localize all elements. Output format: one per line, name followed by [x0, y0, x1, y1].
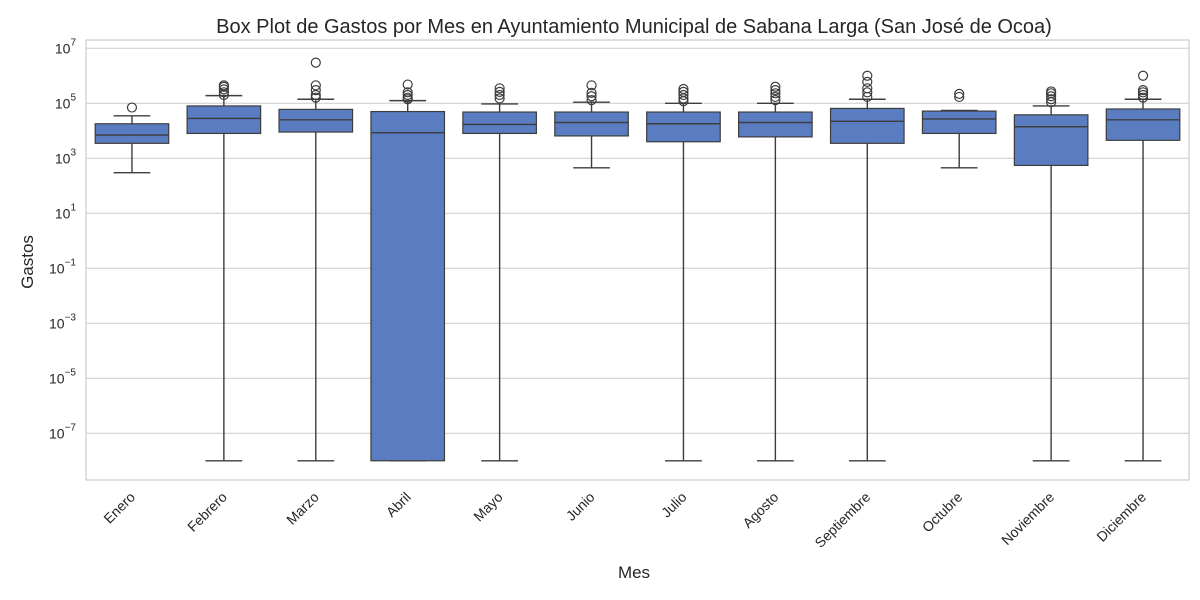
outlier-point [218, 89, 229, 101]
x-tick-label: Octubre [919, 489, 966, 536]
x-tick-label: Enero [100, 489, 138, 527]
y-tick-label: 105 [55, 92, 77, 111]
outlier-point [1137, 89, 1149, 101]
x-tick-label: Febrero [184, 489, 230, 535]
box-julio [646, 83, 721, 462]
outlier-point [586, 80, 597, 91]
iqr-box [738, 111, 813, 138]
outlier-point [218, 80, 229, 91]
outlier-point [310, 57, 321, 68]
iqr-box [370, 110, 446, 462]
iqr-box [94, 123, 170, 144]
x-tick-label: Agosto [739, 489, 781, 531]
x-tick-labels: Enero Febrero Marzo Abril Mayo Junio Julio Agos… [100, 489, 1149, 551]
outlier-point [862, 87, 873, 98]
outlier-point [310, 92, 321, 103]
y-tick-label: 10−3 [49, 312, 76, 331]
outlier-point [1046, 86, 1057, 97]
y-tick-label: 10−5 [49, 367, 76, 386]
plot-frame [85, 39, 1190, 481]
outlier-point [678, 83, 689, 95]
x-tick-label: Noviembre [998, 489, 1057, 548]
iqr-box [278, 108, 354, 133]
outlier-point [586, 95, 597, 106]
x-tick-label: Marzo [283, 489, 322, 528]
y-tick-label: 101 [55, 202, 77, 221]
box-marzo [278, 57, 354, 462]
outlier-point [862, 76, 873, 87]
y-tick-label: 103 [55, 147, 77, 166]
iqr-box [462, 111, 537, 135]
box-mayo [462, 83, 537, 462]
box-agosto [738, 81, 813, 462]
box-octubre [921, 88, 997, 169]
x-tick-label: Junio [563, 489, 598, 524]
outlier-point [402, 89, 413, 101]
x-axis-label: Mes [618, 563, 650, 582]
outlier-point [402, 92, 413, 103]
x-tick-label: Mayo [470, 489, 506, 525]
box-febrero [186, 80, 262, 462]
outlier-point [954, 91, 965, 103]
iqr-box [1105, 108, 1181, 141]
iqr-box [646, 111, 721, 143]
y-tick-label: 10−1 [49, 257, 76, 276]
outlier-point [1137, 85, 1149, 96]
y-tick-labels: 10−7 10−5 10−3 10−1 101 103 105 107 [49, 37, 76, 441]
outlier-point [770, 88, 781, 99]
box-junio [554, 80, 629, 169]
outlier-point [402, 79, 413, 90]
box-abril [370, 79, 446, 462]
box-diciembre [1105, 70, 1181, 462]
grid-lines [86, 47, 1189, 434]
x-tick-label: Diciembre [1093, 489, 1149, 545]
outlier-point [862, 83, 873, 94]
outlier-point [862, 70, 873, 81]
outlier-point [678, 89, 689, 101]
outlier-point [126, 102, 138, 113]
iqr-box [554, 111, 629, 137]
outlier-point [586, 87, 597, 98]
outlier-point [954, 88, 965, 99]
outlier-point [310, 89, 321, 101]
box-enero [94, 102, 170, 174]
outlier-point [1046, 94, 1057, 105]
outlier-point [1137, 92, 1149, 103]
chart-title: Box Plot de Gastos por Mes en Ayuntamien… [216, 16, 1052, 38]
outlier-point [678, 86, 689, 97]
iqr-box [829, 107, 905, 144]
outlier-point [494, 93, 505, 104]
outlier-point [494, 83, 505, 94]
outlier-point [1137, 70, 1149, 81]
outlier-point [310, 80, 321, 91]
y-axis-label: Gastos [18, 235, 37, 289]
iqr-box [1013, 114, 1089, 167]
boxes-layer [94, 57, 1181, 462]
outlier-point [1046, 91, 1057, 102]
outlier-point [494, 86, 505, 97]
outlier-point [770, 81, 781, 92]
x-tick-label: Septiembre [811, 489, 873, 551]
x-tick-label: Julio [658, 489, 690, 521]
outlier-point [218, 84, 229, 95]
outlier-point [770, 91, 781, 103]
outlier-point [494, 89, 505, 101]
outlier-point [402, 87, 413, 98]
y-tick-label: 107 [55, 37, 77, 56]
outlier-point [310, 85, 321, 96]
box-septiembre [829, 70, 905, 462]
box-noviembre [1013, 86, 1089, 462]
y-tick-label: 10−7 [49, 422, 76, 441]
outlier-point [218, 87, 229, 98]
outlier-point [770, 85, 781, 96]
iqr-box [921, 110, 997, 135]
x-tick-label: Abril [383, 489, 414, 520]
outlier-point [770, 95, 781, 106]
outlier-point [586, 91, 597, 102]
iqr-box [186, 105, 262, 135]
